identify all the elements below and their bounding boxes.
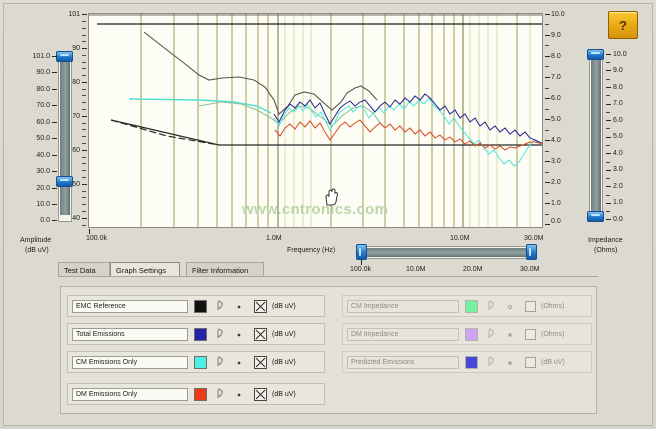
color-swatch-dm-emissions-only[interactable]	[194, 387, 207, 401]
amplitude-slider-track[interactable]	[58, 52, 72, 222]
impedance-axis-title-line2: (Ohms)	[594, 247, 618, 254]
line-style-icon[interactable]	[485, 355, 498, 369]
x-axis-tick-ruler	[89, 229, 543, 234]
x-tick-label-10m: 10.0M	[450, 235, 470, 242]
series-total-emissions	[273, 93, 542, 144]
line-style-icon[interactable]	[485, 327, 498, 341]
series-name-emc-reference[interactable]: EMC Reference	[72, 299, 188, 313]
series-visibility-checkbox[interactable]	[525, 300, 536, 312]
x-tick-label-100k: 100.0k	[86, 235, 108, 242]
amplitude-slider-fill	[60, 59, 70, 215]
line-style-icon[interactable]	[214, 299, 227, 313]
series-visibility-checkbox[interactable]	[525, 328, 536, 340]
tab-underline	[58, 276, 598, 277]
series-name-dm-impedance[interactable]: DM Impedance	[347, 327, 459, 341]
point-style-icon[interactable]	[233, 328, 245, 341]
series-name-predicted-emissions[interactable]: Predicted Emissions	[347, 355, 459, 369]
line-style-icon[interactable]	[214, 387, 227, 401]
amplitude-axis-title-line1: Amplitude	[20, 237, 52, 244]
tab-test-data[interactable]: Test Data	[58, 262, 110, 277]
color-swatch-total-emissions[interactable]	[194, 327, 207, 341]
tab-filter-information[interactable]: Filter Information	[186, 262, 264, 277]
legend-row-dm-impedance[interactable]: DM Impedance (Ohms)	[342, 323, 592, 345]
color-swatch-emc-reference[interactable]	[194, 299, 207, 313]
series-lower-descend	[110, 119, 220, 146]
line-style-icon[interactable]	[485, 299, 498, 313]
series-unit-predicted-emissions: (dB uV)	[541, 358, 565, 366]
amplitude-axis-title-line2: (dB uV)	[25, 247, 49, 254]
frequency-slider-label-30m: 30.0M	[520, 266, 540, 273]
plot-canvas	[89, 14, 542, 227]
point-style-icon[interactable]	[504, 328, 516, 341]
watermark-text: www.cntronics.com	[242, 201, 389, 218]
point-style-icon[interactable]	[233, 388, 245, 401]
color-swatch-dm-impedance[interactable]	[465, 327, 478, 341]
legend-row-total-emissions[interactable]: Total Emissions (dB uV)	[67, 323, 325, 345]
point-style-icon[interactable]	[233, 300, 245, 313]
series-visibility-checkbox[interactable]	[525, 356, 536, 368]
help-button[interactable]: ?	[608, 11, 638, 39]
frequency-slider-label-20m: 20.0M	[463, 266, 483, 273]
legend-row-cm-emissions-only[interactable]: CM Emissions Only (dB uV)	[67, 351, 325, 373]
point-style-icon[interactable]	[504, 356, 516, 369]
amplitude-slider-thumb-high[interactable]	[56, 51, 73, 62]
interpolation-xbox-icon[interactable]	[254, 327, 267, 341]
legend-row-emc-reference[interactable]: EMC Reference (dB uV)	[67, 295, 325, 317]
point-style-icon[interactable]	[504, 300, 516, 313]
series-unit-cm-impedance: (Ohms)	[541, 302, 565, 310]
series-unit-emc-reference: (dB uV)	[272, 302, 296, 310]
color-swatch-predicted-emissions[interactable]	[465, 355, 478, 369]
series-name-total-emissions[interactable]: Total Emissions	[72, 327, 188, 341]
impedance-slider-fill	[591, 57, 601, 215]
graph-plot-area[interactable]: www.cntronics.com	[88, 13, 543, 228]
left-axis-tick-ruler	[82, 14, 87, 228]
amplitude-slider-tick-ruler	[51, 56, 57, 221]
series-emc-reference-step	[110, 119, 542, 146]
series-cm-flat	[128, 98, 272, 114]
line-style-icon[interactable]	[214, 327, 227, 341]
series-unit-dm-impedance: (Ohms)	[541, 330, 565, 338]
line-style-icon[interactable]	[214, 355, 227, 369]
interpolation-xbox-icon[interactable]	[254, 299, 267, 313]
legend-row-cm-impedance[interactable]: CM Impedance (Ohms)	[342, 295, 592, 317]
impedance-axis-title-line1: Impedance	[588, 237, 623, 244]
interpolation-xbox-icon[interactable]	[254, 355, 267, 369]
impedance-slider-thumb-high[interactable]	[587, 49, 604, 60]
hand-cursor	[325, 188, 338, 206]
impedance-slider-thumb-low[interactable]	[587, 211, 604, 222]
amplitude-slider-thumb-low[interactable]	[56, 176, 73, 187]
frequency-slider-fill	[363, 248, 531, 257]
series-settings-panel: EMC Reference (dB uV) Total Emissions	[60, 286, 597, 414]
series-dm-emissions	[274, 119, 542, 151]
x-axis-title: Frequency (Hz)	[287, 247, 336, 254]
x-tick-label-30m: 30.0M	[524, 235, 544, 242]
series-unit-dm-emissions-only: (dB uV)	[272, 390, 296, 398]
legend-row-dm-emissions-only[interactable]: DM Emissions Only (dB uV)	[67, 383, 325, 405]
tab-bar: Test Data Graph Settings Filter Informat…	[58, 262, 288, 277]
frequency-slider-track[interactable]	[357, 246, 537, 259]
impedance-slider-tick-ruler	[606, 54, 611, 220]
series-name-dm-emissions-only[interactable]: DM Emissions Only	[72, 387, 188, 401]
tab-graph-settings[interactable]: Graph Settings	[110, 262, 180, 277]
color-swatch-cm-impedance[interactable]	[465, 299, 478, 313]
series-name-cm-emissions-only[interactable]: CM Emissions Only	[72, 355, 188, 369]
series-name-cm-impedance[interactable]: CM Impedance	[347, 299, 459, 313]
color-swatch-cm-emissions-only[interactable]	[194, 355, 207, 369]
frequency-slider-thumb-low[interactable]	[356, 244, 367, 260]
interpolation-xbox-icon[interactable]	[254, 387, 267, 401]
frequency-slider-label-100k: 100.0k	[350, 266, 372, 273]
frequency-slider-label-10m: 10.0M	[406, 266, 426, 273]
series-cm-emissions	[273, 97, 542, 167]
frequency-slider-tick-ruler	[361, 260, 533, 265]
frequency-slider-thumb-high[interactable]	[526, 244, 537, 260]
series-unit-cm-emissions-only: (dB uV)	[272, 358, 296, 366]
impedance-slider-track[interactable]	[589, 50, 603, 222]
legend-row-predicted-emissions[interactable]: Predicted Emissions (dB uV)	[342, 351, 592, 373]
x-tick-label-1m: 1.0M	[266, 235, 282, 242]
right-axis-tick-ruler	[545, 14, 550, 228]
point-style-icon[interactable]	[233, 356, 245, 369]
series-unit-total-emissions: (dB uV)	[272, 330, 296, 338]
